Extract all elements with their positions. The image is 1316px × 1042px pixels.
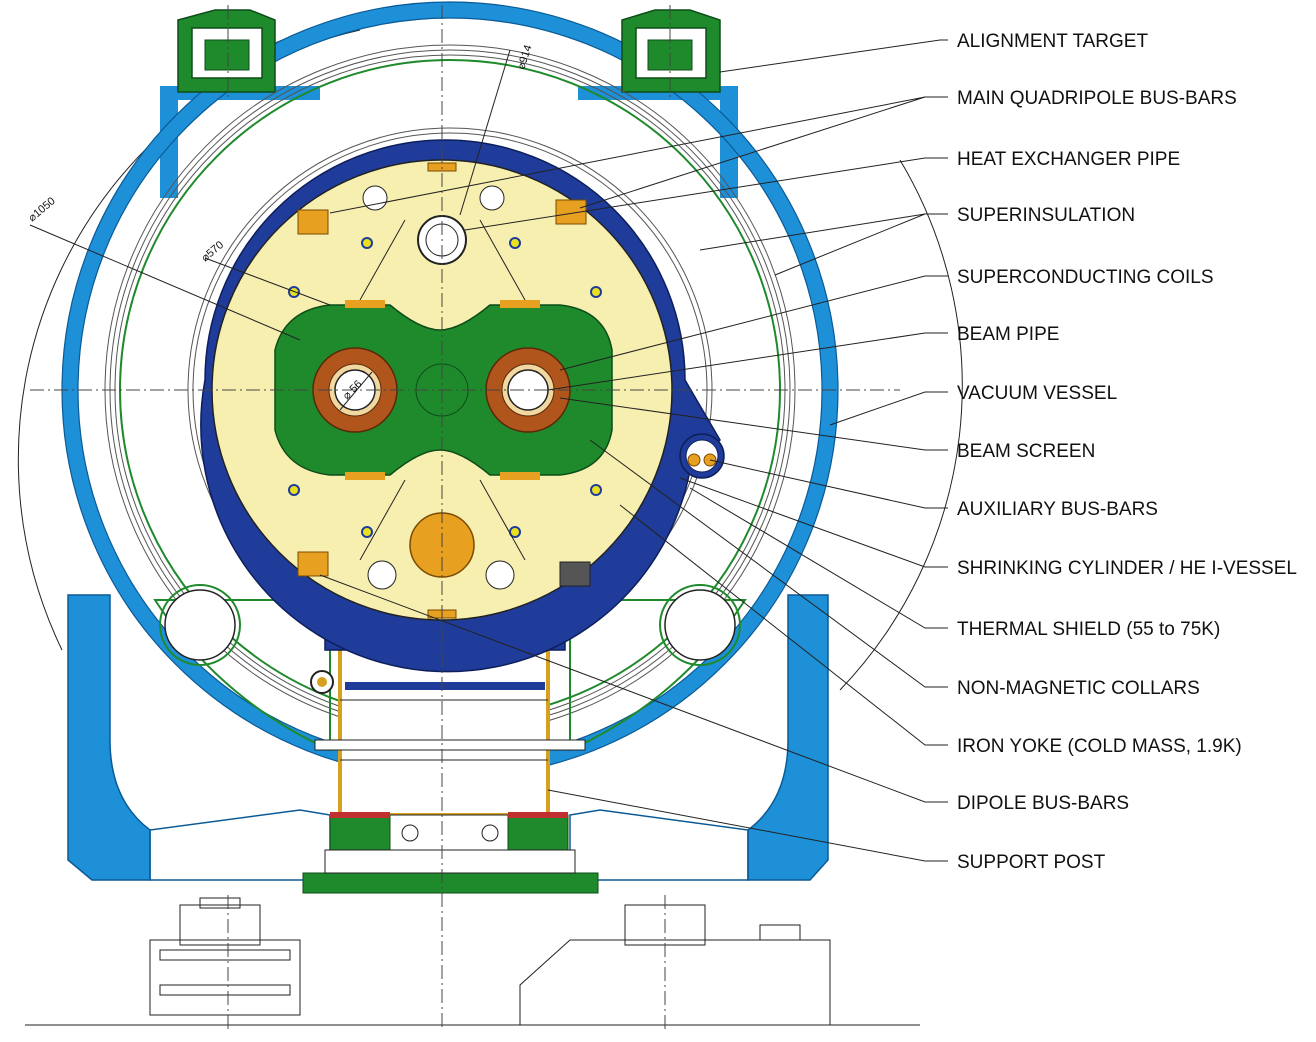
leader-superinsulation bbox=[699, 213, 948, 276]
alignment-targets bbox=[177, 9, 721, 93]
vacuum-vessel bbox=[61, 1, 839, 881]
label-main-quadripole-bus-bars: MAIN QUADRIPOLE BUS-BARS bbox=[957, 88, 1237, 109]
label-shrinking-cylinder: SHRINKING CYLINDER / HE I-VESSEL bbox=[957, 558, 1297, 579]
leader-dipole-bus-bars bbox=[319, 574, 948, 803]
support-post bbox=[302, 638, 599, 894]
leader-aux-bus-bars bbox=[709, 459, 948, 509]
leader-beam-screen bbox=[559, 397, 948, 451]
leader-vacuum-vessel bbox=[829, 391, 948, 426]
label-support-post: SUPPORT POST bbox=[957, 852, 1106, 873]
leader-support-post bbox=[547, 789, 948, 862]
leader-shrinking-cylinder bbox=[679, 477, 948, 568]
centre-lines bbox=[30, 5, 900, 1030]
vessel-left-foot bbox=[67, 594, 151, 881]
label-superconducting-coils: SUPERCONDUCTING COILS bbox=[957, 267, 1214, 288]
label-alignment-target: ALIGNMENT TARGET bbox=[957, 31, 1148, 52]
leader-iron-yoke bbox=[619, 504, 948, 746]
label-auxiliary-bus-bars: AUXILIARY BUS-BARS bbox=[957, 499, 1158, 520]
thermal-shield-support bbox=[153, 584, 747, 752]
dim-vessel-diameter: ⌀1050 bbox=[26, 195, 58, 224]
label-non-magnetic-collars: NON-MAGNETIC COLLARS bbox=[957, 678, 1200, 699]
leader-thermal-shield bbox=[689, 487, 948, 629]
leader-coils bbox=[559, 275, 948, 371]
label-dipole-bus-bars: DIPOLE BUS-BARS bbox=[957, 793, 1129, 814]
label-vacuum-vessel: VACUUM VESSEL bbox=[957, 383, 1117, 404]
leader-main-quad-bus-bars bbox=[329, 96, 948, 214]
label-iron-yoke: IRON YOKE (COLD MASS, 1.9K) bbox=[957, 736, 1242, 757]
leader-heat-exchanger bbox=[464, 157, 948, 231]
label-thermal-shield: THERMAL SHIELD (55 to 75K) bbox=[957, 619, 1220, 640]
leader-beam-pipe bbox=[547, 332, 948, 391]
ground-supports bbox=[25, 897, 920, 1026]
dim-shield-diameter: ⌀914 bbox=[515, 43, 534, 70]
label-beam-pipe: BEAM PIPE bbox=[957, 324, 1059, 345]
leader-lines bbox=[319, 39, 948, 862]
component-labels: ALIGNMENT TARGET MAIN QUADRIPOLE BUS-BAR… bbox=[957, 31, 1297, 873]
label-heat-exchanger-pipe: HEAT EXCHANGER PIPE bbox=[957, 149, 1180, 170]
leader-alignment-target bbox=[719, 39, 948, 73]
label-superinsulation: SUPERINSULATION bbox=[957, 205, 1135, 226]
leader-collars bbox=[589, 439, 948, 688]
label-beam-screen: BEAM SCREEN bbox=[957, 441, 1095, 462]
